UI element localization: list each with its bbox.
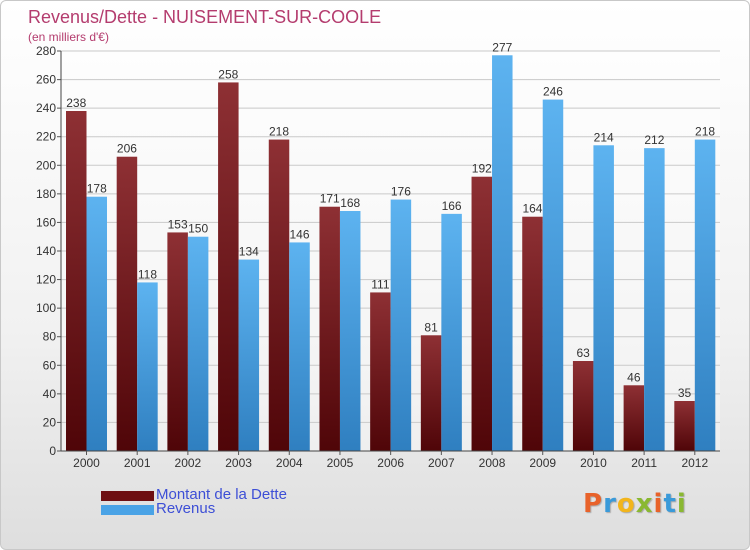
bar-dette [471,176,493,451]
logo-letter: i [653,489,664,519]
data-label-revenus: 166 [442,199,462,213]
bar-dette [522,216,543,451]
x-tick-label: 2002 [175,456,202,470]
data-label-dette: 81 [424,320,438,334]
x-tick-label: 2006 [377,456,404,470]
data-label-revenus: 134 [239,245,259,259]
y-tick-label: 80 [43,330,57,344]
data-label-revenus: 218 [695,125,715,139]
y-tick-label: 260 [36,73,56,87]
data-label-revenus: 212 [644,133,664,147]
y-tick-label: 100 [36,301,56,315]
y-tick-label: 40 [43,387,57,401]
bar-dette [420,335,442,451]
bar-dette [623,385,645,451]
logo-letter: x [635,489,654,519]
data-label-dette: 164 [522,202,542,216]
bar-dette [319,206,340,451]
y-tick-label: 280 [36,44,56,58]
data-label-dette: 258 [218,67,238,81]
x-tick-label: 2004 [276,456,303,470]
bar-revenus [238,259,260,451]
x-tick-label: 2008 [479,456,506,470]
bar-revenus [441,213,462,451]
logo-letter: o [616,489,636,519]
proxiti-logo: Proxiti [583,489,687,519]
x-tick-label: 2011 [631,456,657,470]
y-tick-label: 220 [36,130,56,144]
data-label-revenus: 277 [492,40,512,54]
bar-dette [674,401,695,451]
legend-label-dette: Montant de la Dette [156,486,287,503]
bar-dette [66,111,87,451]
bar-revenus [137,282,158,451]
y-tick-label: 0 [49,444,56,458]
bar-dette [268,139,290,452]
chart-title: Revenus/Dette - NUISEMENT-SUR-COOLE [28,7,382,27]
y-tick-label: 240 [36,101,56,115]
data-label-dette: 218 [269,125,289,139]
x-tick-label: 2003 [225,456,252,470]
data-label-dette: 206 [117,142,137,156]
data-label-revenus: 246 [543,85,563,99]
data-label-revenus: 146 [290,227,310,241]
data-label-dette: 111 [371,277,390,291]
data-label-dette: 63 [576,346,590,360]
x-tick-label: 2000 [73,456,100,470]
bar-revenus [187,236,209,451]
bar-revenus [593,145,614,452]
data-label-dette: 35 [678,386,692,400]
y-tick-label: 120 [36,273,56,287]
bar-revenus [542,99,564,452]
logo-letter: r [603,489,617,519]
y-tick-label: 140 [36,244,56,258]
y-tick-label: 200 [36,158,56,172]
x-tick-label: 2005 [327,456,354,470]
x-tick-label: 2007 [428,456,455,470]
bar-revenus [86,196,107,451]
legend-swatch-revenus [101,505,154,515]
data-label-dette: 153 [168,217,188,231]
data-label-dette: 192 [472,162,492,176]
bar-dette [572,361,594,451]
data-label-revenus: 118 [138,267,157,281]
bar-dette [370,292,391,451]
x-tick-label: 2009 [529,456,556,470]
x-tick-label: 2001 [124,456,151,470]
data-label-revenus: 214 [594,130,614,144]
logo-letter: i [676,489,687,519]
bar-revenus [694,139,716,452]
y-tick-label: 180 [36,187,56,201]
data-label-revenus: 168 [340,196,360,210]
bar-revenus [390,199,412,451]
bar-dette [167,232,188,451]
data-label-dette: 46 [627,370,641,384]
data-label-revenus: 176 [391,185,411,199]
x-tick-label: 2010 [580,456,607,470]
chart-subtitle: (en milliers d'€) [28,30,109,44]
legend-swatch-dette [101,491,154,501]
y-tick-label: 160 [36,215,56,229]
data-label-dette: 238 [66,96,86,110]
data-label-dette: 171 [320,192,340,206]
bar-revenus [644,148,665,451]
y-tick-label: 20 [43,415,57,429]
bar-revenus [339,211,361,451]
data-label-revenus: 150 [188,222,208,236]
y-tick-label: 60 [43,358,57,372]
bar-revenus [289,242,310,451]
logo-letter: P [583,489,604,519]
bar-dette [218,82,239,451]
data-label-revenus: 178 [87,182,107,196]
bar-dette [116,156,138,451]
bar-revenus [492,55,513,452]
x-tick-label: 2012 [681,456,708,470]
legend-label-revenus: Revenus [156,500,216,517]
logo-letter: t [663,489,677,519]
